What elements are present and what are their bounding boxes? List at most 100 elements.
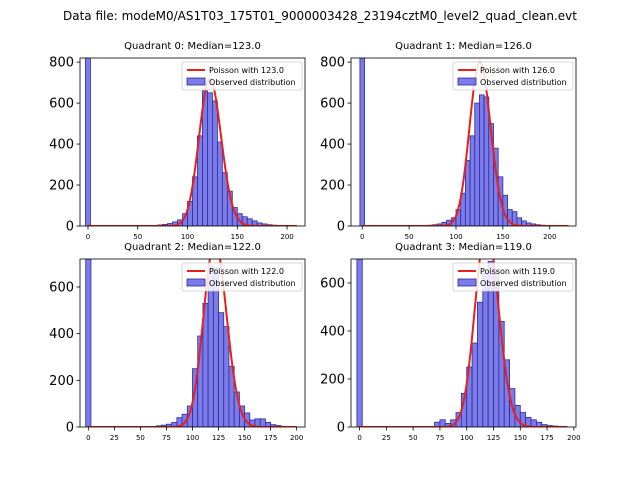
- legend: Poisson with 119.0 Observed distribution: [452, 262, 574, 292]
- poisson-curve: [362, 61, 569, 226]
- x-tick-label: 25: [110, 434, 119, 442]
- x-tick-label: 175: [540, 434, 553, 442]
- histogram-bar-zero-spike: [85, 259, 92, 427]
- legend-poisson-label: Poisson with 126.0: [480, 66, 555, 75]
- histogram-bar: [212, 267, 219, 427]
- x-tick-label: 0: [357, 434, 361, 442]
- histogram-bar-zero-spike: [85, 58, 91, 226]
- x-tick-label: 75: [435, 434, 444, 442]
- data-layer: [356, 259, 568, 427]
- x-tick-label: 100: [186, 434, 199, 442]
- histogram-bar-zero-spike: [359, 58, 365, 226]
- x-tick-label: 100: [449, 233, 462, 241]
- legend-box: [181, 262, 303, 292]
- x-tick-label: 150: [238, 434, 251, 442]
- legend: Poisson with 122.0 Observed distribution: [181, 262, 303, 292]
- legend-observed-swatch: [457, 77, 477, 86]
- y-tick-label: 0: [66, 220, 74, 235]
- y-tick-label: 600: [49, 281, 74, 296]
- legend-observed-swatch: [186, 77, 206, 86]
- x-tick-label: 200: [290, 434, 303, 442]
- legend-poisson-label: Poisson with 119.0: [480, 267, 555, 276]
- suptitle: Data file: modeM0/AS1T03_175T01_90000034…: [63, 9, 577, 23]
- x-tick-label: 0: [86, 434, 90, 442]
- histogram-bar: [218, 312, 225, 427]
- axes-frame: [350, 258, 577, 428]
- y-tick-label: 200: [320, 373, 345, 388]
- histogram-bar: [471, 342, 478, 427]
- x-tick-label: 25: [382, 434, 391, 442]
- x-tick-label: 200: [280, 233, 293, 241]
- histogram-bar: [216, 141, 223, 226]
- y-tick-label: 200: [49, 374, 74, 389]
- panel-title: Quadrant 0: Median=123.0: [124, 41, 261, 52]
- y-tick-label: 600: [49, 97, 74, 112]
- y-tick-label: 0: [337, 220, 345, 235]
- quadrant-1-plot: Quadrant 1: Median=126.0 0 200 400 600 800 0 50…: [320, 41, 577, 241]
- y-tick-label: 200: [320, 179, 345, 194]
- legend: Poisson with 126.0 Observed distribution: [452, 61, 574, 91]
- axes-frame: [79, 57, 306, 227]
- legend-box: [181, 61, 303, 91]
- histogram-bar: [223, 326, 230, 427]
- y-tick-label: 600: [320, 277, 345, 292]
- histogram-bar: [259, 418, 266, 427]
- x-tick-label: 50: [405, 233, 414, 241]
- histogram-bar-zero-spike: [356, 259, 363, 427]
- legend-poisson-label: Poisson with 123.0: [209, 66, 284, 75]
- legend-poisson-label: Poisson with 122.0: [209, 267, 284, 276]
- quadrant-3-plot: Quadrant 3: Median=119.0 0 200 400 600 0 25 50 7…: [320, 242, 580, 442]
- x-tick-label: 200: [567, 434, 580, 442]
- y-tick-label: 400: [320, 325, 345, 340]
- y-tick-label: 600: [320, 97, 345, 112]
- y-tick-label: 400: [320, 138, 345, 153]
- histogram-bar: [477, 301, 484, 427]
- histogram-bar: [483, 96, 490, 226]
- x-tick-label: 50: [136, 434, 145, 442]
- quadrant-0-plot: Quadrant 0: Median=123.0 0 200 400 600 800 0 50…: [49, 41, 306, 241]
- axes-frame: [350, 57, 577, 227]
- panel-title: Quadrant 3: Median=119.0: [395, 242, 532, 253]
- legend-observed-label: Observed distribution: [209, 279, 296, 288]
- histogram-bar: [469, 135, 476, 226]
- legend-observed-label: Observed distribution: [480, 78, 567, 87]
- x-tick-label: 100: [460, 434, 473, 442]
- quadrant-2-plot: Quadrant 2: Median=122.0 0 200 400 600 0 25 50 7…: [49, 242, 306, 442]
- y-tick-label: 800: [49, 56, 74, 71]
- histogram-bar: [482, 272, 489, 427]
- legend: Poisson with 123.0 Observed distribution: [181, 61, 303, 91]
- histogram-bar: [464, 160, 471, 226]
- x-tick-label: 200: [543, 233, 556, 241]
- y-tick-label: 0: [337, 421, 345, 436]
- x-tick-label: 75: [162, 434, 171, 442]
- x-tick-label: 125: [212, 434, 225, 442]
- histogram-bar: [212, 100, 218, 226]
- legend-box: [452, 61, 574, 91]
- x-tick-label: 125: [487, 434, 500, 442]
- x-tick-label: 175: [264, 434, 277, 442]
- data-layer: [85, 58, 298, 226]
- y-tick-label: 800: [320, 56, 345, 71]
- histogram-bar: [474, 102, 480, 226]
- data-layer: [85, 259, 297, 427]
- panel-title: Quadrant 2: Median=122.0: [124, 242, 261, 253]
- y-tick-label: 400: [49, 138, 74, 153]
- x-tick-label: 150: [514, 434, 527, 442]
- legend-observed-swatch: [457, 278, 477, 287]
- x-tick-label: 50: [409, 434, 418, 442]
- panel-title: Quadrant 1: Median=126.0: [395, 41, 532, 52]
- x-tick-label: 50: [133, 233, 142, 241]
- histogram-bar: [207, 92, 213, 226]
- y-tick-label: 0: [66, 421, 74, 436]
- x-tick-label: 150: [496, 233, 509, 241]
- x-tick-label: 150: [231, 233, 244, 241]
- y-tick-label: 400: [49, 327, 74, 342]
- x-tick-label: 0: [360, 233, 364, 241]
- legend-observed-label: Observed distribution: [480, 279, 567, 288]
- legend-observed-swatch: [186, 278, 206, 287]
- legend-observed-label: Observed distribution: [209, 78, 296, 87]
- x-tick-label: 0: [86, 233, 90, 241]
- y-tick-label: 200: [49, 179, 74, 194]
- histogram-bar: [479, 94, 485, 226]
